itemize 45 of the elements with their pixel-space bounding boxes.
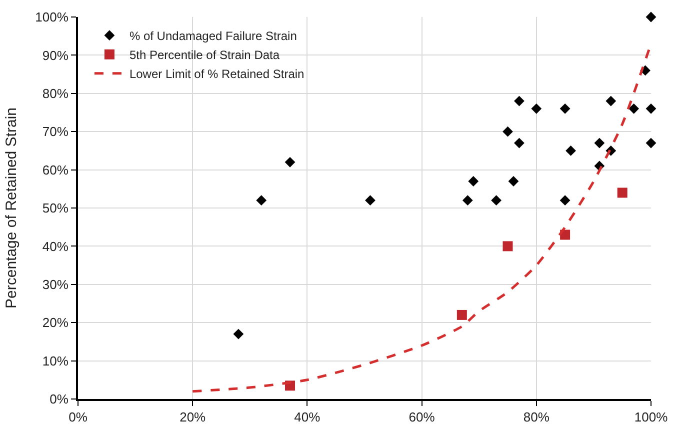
- point: [514, 138, 524, 148]
- y-tick-label: 30%: [42, 276, 69, 292]
- y-tick-label: 100%: [35, 10, 69, 25]
- point: [628, 103, 640, 114]
- y-tick-label: 10%: [42, 353, 69, 368]
- point: [502, 241, 513, 252]
- point: [646, 12, 656, 22]
- x-tick-label: 0%: [68, 410, 88, 425]
- point: [606, 96, 616, 106]
- point: [468, 176, 479, 186]
- point: [256, 195, 267, 206]
- point: [531, 103, 542, 114]
- point: [617, 188, 628, 198]
- point: [456, 310, 467, 320]
- point: [502, 126, 513, 137]
- y-tick-label: 90%: [42, 48, 69, 63]
- y-tick-label: 70%: [42, 124, 69, 140]
- legend-label: % of Undamaged Failure Strain: [129, 29, 297, 43]
- y-tick-label: 50%: [42, 200, 69, 216]
- point: [594, 138, 605, 148]
- point: [514, 96, 524, 106]
- point: [560, 103, 570, 114]
- point: [365, 195, 376, 206]
- x-tick-label: 100%: [634, 410, 668, 425]
- point: [560, 195, 570, 206]
- point: [566, 146, 576, 156]
- point: [646, 138, 656, 148]
- point: [508, 176, 519, 186]
- y-tick-label: 60%: [42, 162, 69, 178]
- x-tick-label: 40%: [294, 410, 321, 425]
- legend-label: Lower Limit of % Retained Strain: [129, 67, 304, 81]
- legend-label: 5th Percentile of Strain Data: [129, 48, 280, 62]
- y-tick-label: 20%: [42, 315, 69, 330]
- x-tick-label: 80%: [523, 410, 550, 425]
- point: [462, 195, 473, 206]
- y-axis-title: Percentage of Retained Strain: [2, 108, 20, 308]
- point: [284, 156, 296, 168]
- point: [491, 195, 502, 206]
- y-tick-label: 0%: [50, 392, 69, 407]
- x-tick-label: 20%: [180, 410, 206, 425]
- y-tick-label: 80%: [42, 86, 69, 101]
- point: [646, 103, 656, 114]
- x-tick-label: 60%: [408, 410, 436, 425]
- y-tick-label: 40%: [42, 238, 69, 254]
- point: [233, 328, 244, 340]
